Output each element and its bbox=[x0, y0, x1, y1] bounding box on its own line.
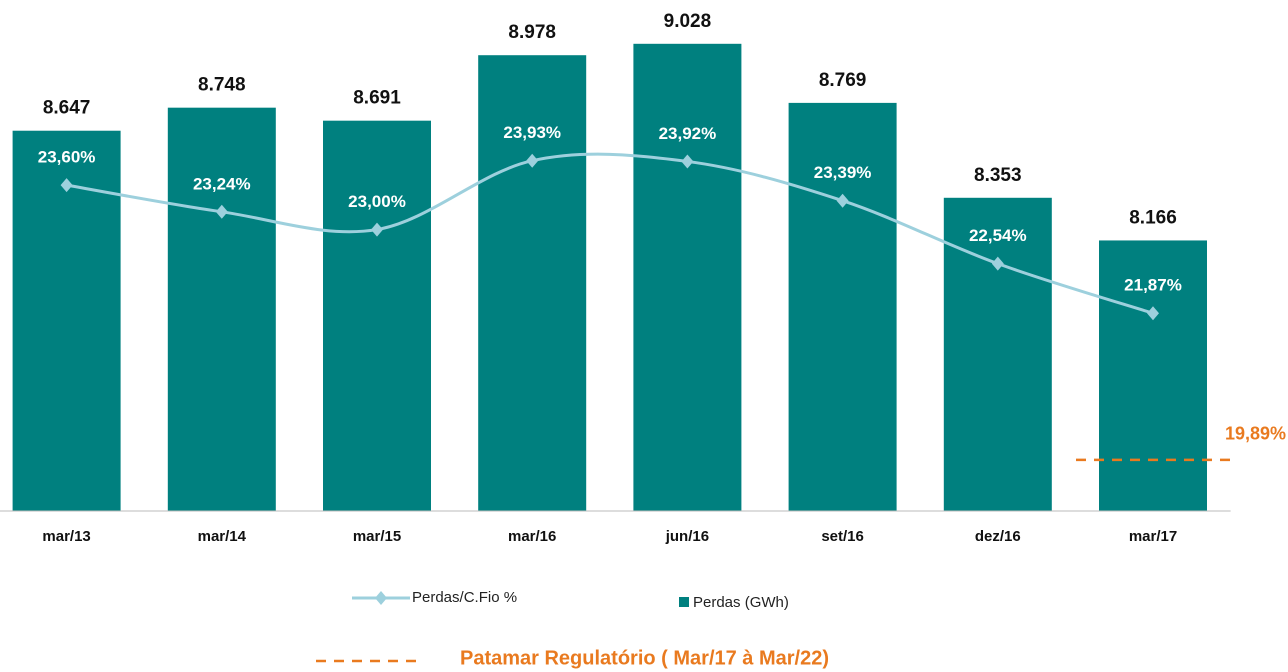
line-marker bbox=[836, 193, 849, 208]
x-tick-label: jun/16 bbox=[665, 528, 709, 545]
reference-label: 19,89% bbox=[1225, 424, 1286, 444]
line-value-label: 23,00% bbox=[348, 192, 406, 211]
bar-value-label: 8.353 bbox=[974, 165, 1022, 186]
line-marker bbox=[371, 222, 383, 237]
line-value-label: 23,92% bbox=[659, 124, 717, 143]
x-tick-label: mar/17 bbox=[1129, 528, 1177, 545]
line bbox=[66, 152, 1154, 315]
legend-marker bbox=[375, 591, 387, 605]
line-marker bbox=[215, 204, 228, 219]
x-tick-label: mar/13 bbox=[42, 528, 90, 545]
bar bbox=[633, 43, 742, 512]
line-value-label: 22,54% bbox=[969, 226, 1027, 245]
bar-value-label: 8.769 bbox=[819, 70, 867, 91]
bar bbox=[1099, 240, 1207, 511]
bar-value-label: 8.748 bbox=[198, 75, 246, 96]
x-tick-label: mar/16 bbox=[508, 528, 556, 545]
line-marker bbox=[1147, 306, 1159, 321]
bar bbox=[12, 130, 121, 511]
line-marker bbox=[60, 178, 73, 193]
bar bbox=[167, 107, 276, 512]
x-tick-label: set/16 bbox=[821, 528, 864, 545]
bar-value-label: 8.647 bbox=[43, 98, 91, 119]
bar bbox=[323, 120, 431, 511]
line-marker bbox=[526, 153, 539, 168]
bar-value-label: 8.166 bbox=[1129, 207, 1177, 228]
legend-label: Patamar Regulatório ( Mar/17 à Mar/22) bbox=[460, 647, 829, 669]
legend-label: Perdas/C.Fio % bbox=[412, 589, 517, 606]
x-tick-label: mar/14 bbox=[198, 528, 247, 545]
legend-swatch bbox=[679, 597, 689, 607]
line-value-label: 23,60% bbox=[38, 148, 96, 167]
line-marker bbox=[681, 154, 694, 169]
x-tick-label: mar/15 bbox=[353, 528, 401, 545]
bar-value-label: 9.028 bbox=[664, 11, 712, 32]
bar-value-label: 8.978 bbox=[508, 22, 556, 43]
bar bbox=[788, 102, 897, 512]
bar bbox=[478, 55, 587, 512]
line-value-label: 23,93% bbox=[503, 123, 561, 142]
x-tick-label: dez/16 bbox=[975, 528, 1021, 545]
line-value-label: 23,24% bbox=[193, 174, 251, 193]
line-value-label: 23,39% bbox=[814, 163, 872, 182]
line-marker bbox=[991, 256, 1004, 271]
bar-value-label: 8.691 bbox=[353, 88, 401, 109]
legend-label: Perdas (GWh) bbox=[693, 594, 789, 611]
line-value-label: 21,87% bbox=[1124, 276, 1182, 295]
